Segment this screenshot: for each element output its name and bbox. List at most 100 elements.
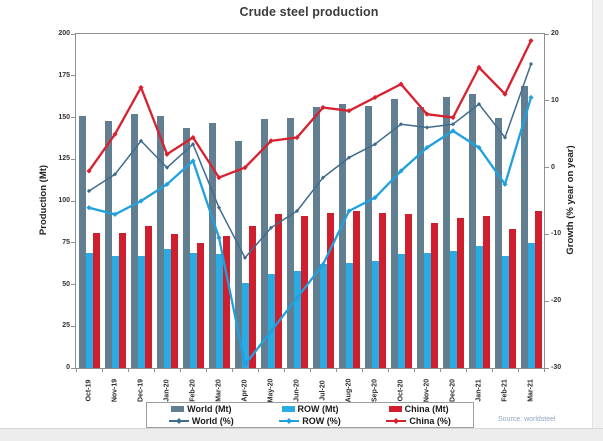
bar-row-mt <box>397 254 405 368</box>
bar-row-mt <box>423 252 431 368</box>
bar-world-mt <box>390 99 398 368</box>
y-left-tick-label: 75 <box>62 238 70 246</box>
bar-world-mt <box>234 140 242 368</box>
bar-china-mt <box>352 211 360 368</box>
bar-china-mt <box>482 216 490 368</box>
bar-row-mt <box>189 252 197 368</box>
bar-china-mt <box>118 232 126 368</box>
page-bottom-band <box>0 428 603 441</box>
marker-row <box>372 195 378 201</box>
legend-swatch-row-mt <box>281 406 295 412</box>
marker-world <box>268 225 274 230</box>
bar-world-mt <box>468 94 476 368</box>
bar-china-mt <box>534 211 542 368</box>
y-right-tick-label: -20 <box>551 297 562 305</box>
marker-row <box>138 198 144 204</box>
bar-row-mt <box>345 262 353 368</box>
legend-label: World (Mt) <box>187 404 232 414</box>
marker-china <box>502 91 508 97</box>
marker-world <box>372 142 378 147</box>
marker-row <box>346 208 352 214</box>
y-left-tick <box>71 33 76 35</box>
bar-world-mt <box>364 105 372 368</box>
marker-world <box>138 138 144 143</box>
marker-row <box>86 205 92 211</box>
bar-row-mt <box>241 282 249 368</box>
bar-china-mt <box>248 226 256 368</box>
bar-china-mt <box>508 229 516 368</box>
y-left-tick-label: 125 <box>58 155 70 163</box>
marker-row <box>398 168 404 174</box>
x-tick <box>283 368 285 372</box>
bar-china-mt <box>404 214 412 368</box>
marker-world <box>528 61 534 67</box>
legend-item-row: ROW (%) <box>279 416 341 426</box>
bar-china-mt <box>430 222 438 368</box>
marker-china <box>346 108 352 114</box>
legend-item-row-mt: ROW (Mt) <box>281 404 339 414</box>
legend-item-china-mt: China (Mt) <box>388 404 449 414</box>
marker-china <box>528 38 534 44</box>
x-axis-label: Oct-19 <box>85 379 93 402</box>
legend-swatch-world <box>168 418 189 424</box>
marker-china <box>190 134 196 141</box>
bar-row-mt <box>449 251 457 368</box>
x-tick <box>543 368 545 372</box>
y-right-tick <box>544 167 549 169</box>
bar-world-mt <box>78 115 86 368</box>
marker-row <box>424 144 430 151</box>
y-left-tick-label: 175 <box>58 71 70 79</box>
bar-row-mt <box>501 256 509 368</box>
marker-row <box>164 181 170 187</box>
x-tick <box>335 368 337 372</box>
bar-china-mt <box>196 242 204 368</box>
bar-china-mt <box>456 217 464 368</box>
bar-world-mt <box>104 120 112 368</box>
y-left-tick-label: 0 <box>66 364 70 371</box>
bar-row-mt <box>85 252 93 368</box>
marker-world <box>112 172 118 177</box>
y-right-tick <box>544 33 549 35</box>
marker-world <box>242 255 248 260</box>
marker-row <box>450 128 456 134</box>
bar-china-mt <box>92 232 100 368</box>
y-left-tick-label: 150 <box>58 113 70 121</box>
chart-title: Crude steel production <box>239 5 379 19</box>
y-left-tick-label: 25 <box>62 322 70 330</box>
x-tick <box>491 368 493 372</box>
y-right-tick <box>544 367 549 369</box>
legend-swatch-world-mt <box>171 406 185 412</box>
y-left-tick <box>71 367 76 369</box>
marker-china <box>398 81 404 87</box>
bar-china-mt <box>274 214 282 368</box>
marker-row <box>502 181 508 187</box>
bar-row-mt <box>163 249 171 368</box>
marker-china <box>164 151 170 157</box>
bar-world-mt <box>130 114 138 368</box>
x-axis-label: Jan-21 <box>475 379 483 402</box>
x-tick <box>231 368 233 372</box>
y-right-tick <box>544 300 549 302</box>
plot-area: 0 25 50 75 100 125 150 175 200 -30 -20 -10 0 10 20 Oct-… <box>58 30 561 402</box>
x-tick <box>439 368 441 372</box>
legend-label: ROW (Mt) <box>297 404 339 414</box>
bar-world-mt <box>520 85 528 368</box>
x-axis-label: Dec-19 <box>137 379 145 402</box>
marker-world <box>398 122 404 127</box>
legend: World (Mt) ROW (Mt) China (Mt) World (%) ROW… <box>146 402 474 428</box>
x-tick <box>153 368 155 372</box>
bar-row-mt <box>475 246 483 368</box>
x-axis-label: Feb-21 <box>501 379 509 402</box>
bar-world-mt <box>442 97 450 368</box>
marker-world <box>164 165 170 170</box>
marker-china <box>294 134 300 141</box>
bar-china-mt <box>170 234 178 368</box>
bar-row-mt <box>215 254 223 368</box>
marker-china <box>372 94 378 101</box>
y-left-tick <box>71 242 76 244</box>
marker-row <box>528 94 534 101</box>
y-right-tick-label: -30 <box>551 364 562 371</box>
marker-china <box>476 64 482 70</box>
y-right-tick-label: 0 <box>551 163 555 171</box>
